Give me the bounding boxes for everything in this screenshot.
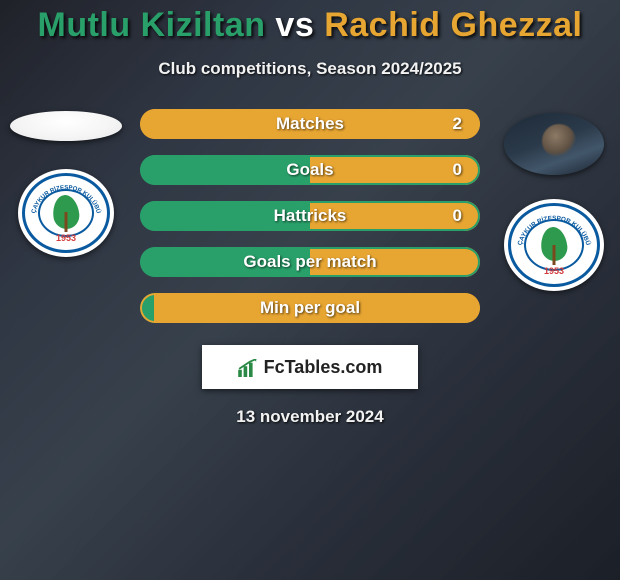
date-text: 13 november 2024 xyxy=(236,407,383,427)
page-title: Mutlu Kiziltan vs Rachid Ghezzal xyxy=(38,6,583,45)
title-vs: vs xyxy=(265,6,324,44)
watermark-text: FcTables.com xyxy=(264,357,383,378)
leaf-stem xyxy=(553,245,556,265)
bar-left-fill xyxy=(140,293,154,323)
bar-left-fill xyxy=(140,155,310,185)
bar-chart-icon xyxy=(238,359,258,375)
badge-year: 1953 xyxy=(18,233,114,243)
stat-bar: Hattricks0 xyxy=(140,201,480,231)
stat-bar: Goals per match xyxy=(140,247,480,277)
title-player-1: Mutlu Kiziltan xyxy=(38,6,266,44)
comparison-area: ÇAYKUR RİZESPOR KULÜBÜ 1953 ÇAYKUR RİZES… xyxy=(0,109,620,323)
leaf-stem xyxy=(65,212,68,232)
stat-bars: Matches2 Goals0 Hattricks0 Goals per match M… xyxy=(140,109,480,323)
bar-left-fill xyxy=(140,247,310,277)
player-1-column: ÇAYKUR RİZESPOR KULÜBÜ 1953 xyxy=(6,109,126,257)
bar-right-fill xyxy=(310,247,480,277)
player-2-club-badge: ÇAYKUR RİZESPOR KULÜBÜ 1953 xyxy=(504,199,604,291)
bar-right-fill xyxy=(140,109,480,139)
player-1-avatar xyxy=(10,111,122,141)
subtitle: Club competitions, Season 2024/2025 xyxy=(158,59,461,79)
badge-year: 1953 xyxy=(504,266,604,276)
bar-value: 0 xyxy=(453,206,462,226)
bar-value: 0 xyxy=(453,160,462,180)
bar-value: 2 xyxy=(453,114,462,134)
title-player-2: Rachid Ghezzal xyxy=(324,6,582,44)
watermark-box: FcTables.com xyxy=(202,345,418,389)
player-1-club-badge: ÇAYKUR RİZESPOR KULÜBÜ 1953 xyxy=(18,169,114,257)
bar-left-fill xyxy=(140,201,310,231)
stat-bar: Min per goal xyxy=(140,293,480,323)
player-2-column: ÇAYKUR RİZESPOR KULÜBÜ 1953 xyxy=(494,109,614,291)
player-2-avatar xyxy=(504,113,604,175)
stat-bar: Matches2 xyxy=(140,109,480,139)
stat-bar: Goals0 xyxy=(140,155,480,185)
content-root: Mutlu Kiziltan vs Rachid Ghezzal Club co… xyxy=(0,0,620,427)
bar-right-fill xyxy=(154,293,480,323)
